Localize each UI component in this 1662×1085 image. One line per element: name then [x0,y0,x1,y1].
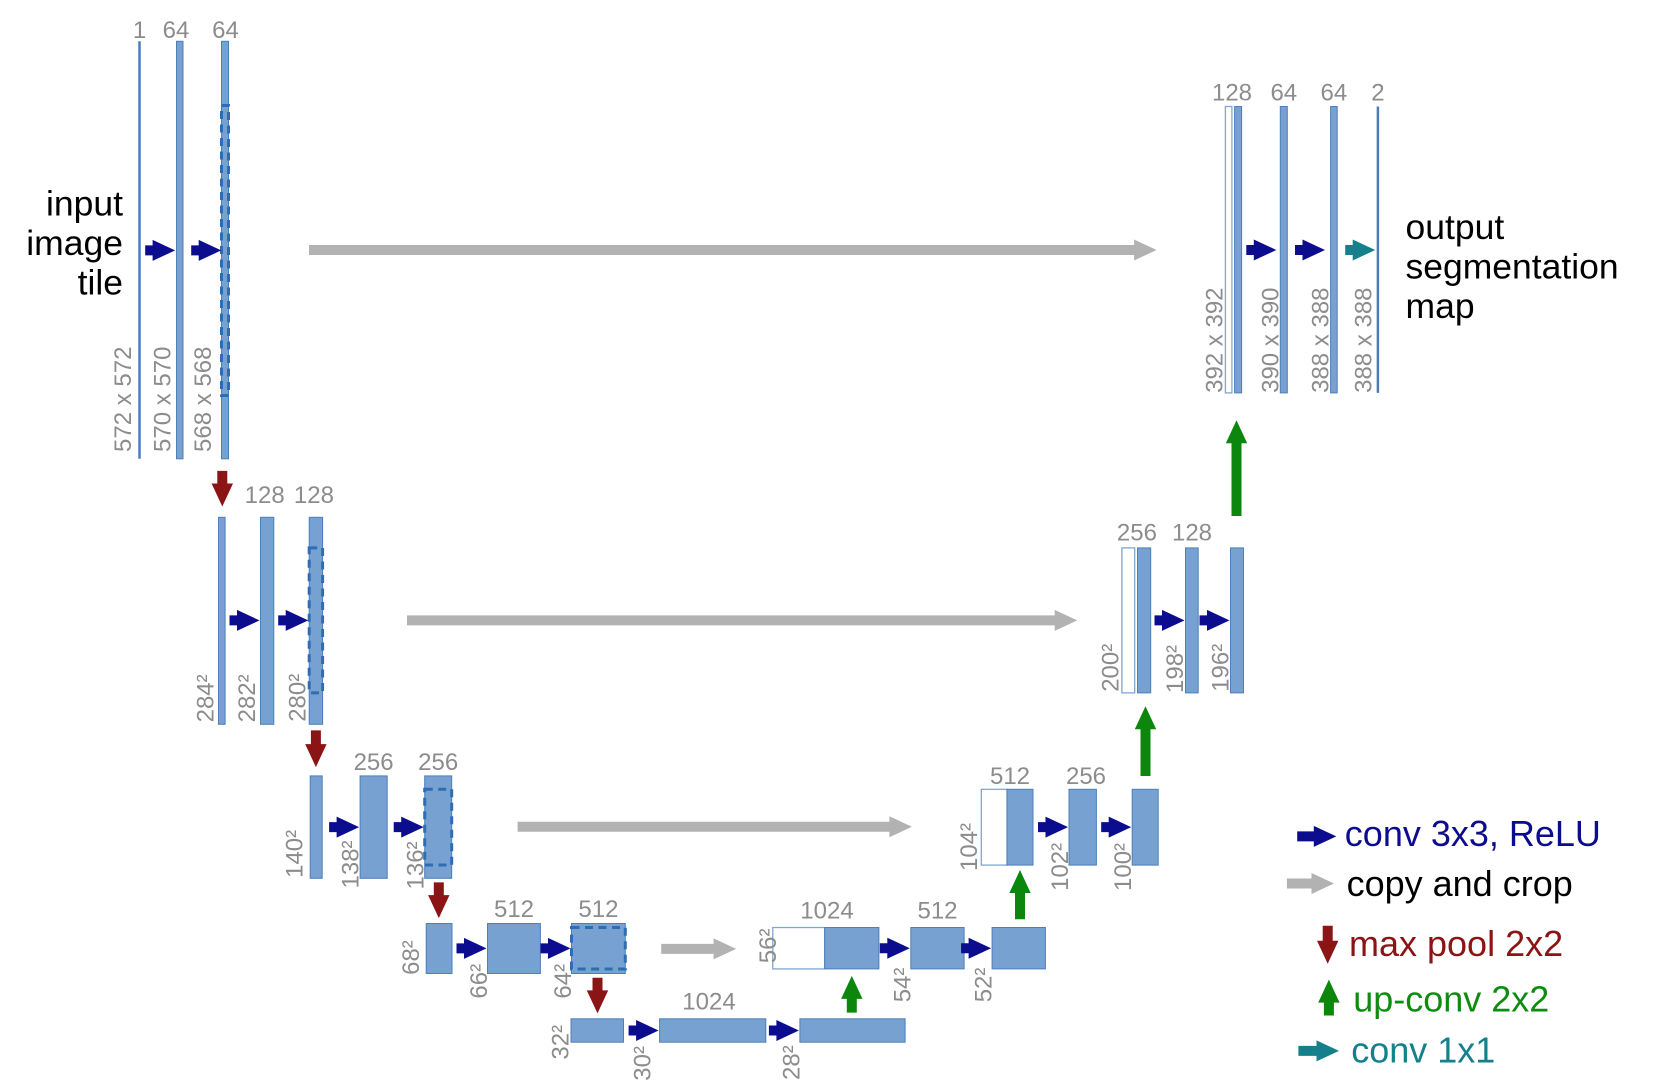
svg-text:104²: 104² [956,823,983,871]
svg-text:input: input [46,184,123,224]
svg-text:output: output [1406,207,1505,247]
svg-text:102²: 102² [1047,843,1074,891]
svg-text:140²: 140² [282,830,309,878]
svg-text:512: 512 [917,898,957,925]
svg-text:136²: 136² [402,841,429,889]
svg-text:30²: 30² [630,1046,657,1081]
svg-text:256: 256 [1066,763,1106,790]
svg-text:200²: 200² [1097,644,1124,692]
svg-text:1024: 1024 [682,988,735,1015]
svg-text:196²: 196² [1208,644,1235,692]
svg-text:66²: 66² [466,964,493,999]
svg-text:64: 64 [1270,80,1297,107]
svg-text:1024: 1024 [800,898,853,925]
svg-text:map: map [1406,286,1475,326]
svg-text:388 x 388: 388 x 388 [1350,287,1377,392]
svg-text:max pool 2x2: max pool 2x2 [1349,923,1563,964]
svg-text:2: 2 [1371,80,1384,107]
svg-text:512: 512 [990,763,1030,790]
svg-text:up-conv 2x2: up-conv 2x2 [1353,979,1549,1020]
svg-text:282²: 282² [234,674,261,722]
svg-text:image: image [26,223,123,263]
svg-text:256: 256 [354,749,394,776]
svg-text:128: 128 [1212,80,1252,107]
svg-text:100²: 100² [1110,843,1137,891]
svg-text:128: 128 [245,482,285,509]
svg-text:tile: tile [78,263,123,303]
svg-text:64: 64 [163,17,190,44]
svg-text:68²: 68² [398,940,425,975]
svg-text:572 x 572: 572 x 572 [110,347,137,452]
svg-text:64²: 64² [550,964,577,999]
svg-text:28²: 28² [779,1045,806,1080]
svg-text:copy and crop: copy and crop [1347,863,1573,904]
svg-text:1: 1 [133,17,146,44]
svg-text:64: 64 [1321,80,1348,107]
svg-text:128: 128 [294,482,334,509]
svg-text:198²: 198² [1162,645,1189,693]
svg-text:54²: 54² [890,968,917,1003]
svg-text:388 x 388: 388 x 388 [1308,287,1335,392]
svg-text:138²: 138² [338,840,365,888]
svg-text:segmentation: segmentation [1406,247,1619,287]
svg-text:conv 1x1: conv 1x1 [1351,1030,1495,1071]
svg-text:128: 128 [1172,520,1212,547]
svg-text:512: 512 [494,896,534,923]
svg-text:256: 256 [1117,520,1157,547]
svg-text:280²: 280² [285,674,312,722]
svg-text:64: 64 [212,17,239,44]
svg-text:32²: 32² [548,1025,575,1060]
svg-text:512: 512 [578,896,618,923]
svg-text:52²: 52² [970,968,997,1003]
svg-text:390 x 390: 390 x 390 [1257,287,1284,392]
svg-text:568 x 568: 568 x 568 [190,347,217,452]
svg-text:56²: 56² [755,929,782,964]
svg-text:284²: 284² [193,674,220,722]
svg-text:570 x 570: 570 x 570 [150,347,177,452]
svg-text:256: 256 [418,749,458,776]
svg-text:392 x 392: 392 x 392 [1201,287,1228,392]
svg-text:conv 3x3, ReLU: conv 3x3, ReLU [1345,813,1601,854]
